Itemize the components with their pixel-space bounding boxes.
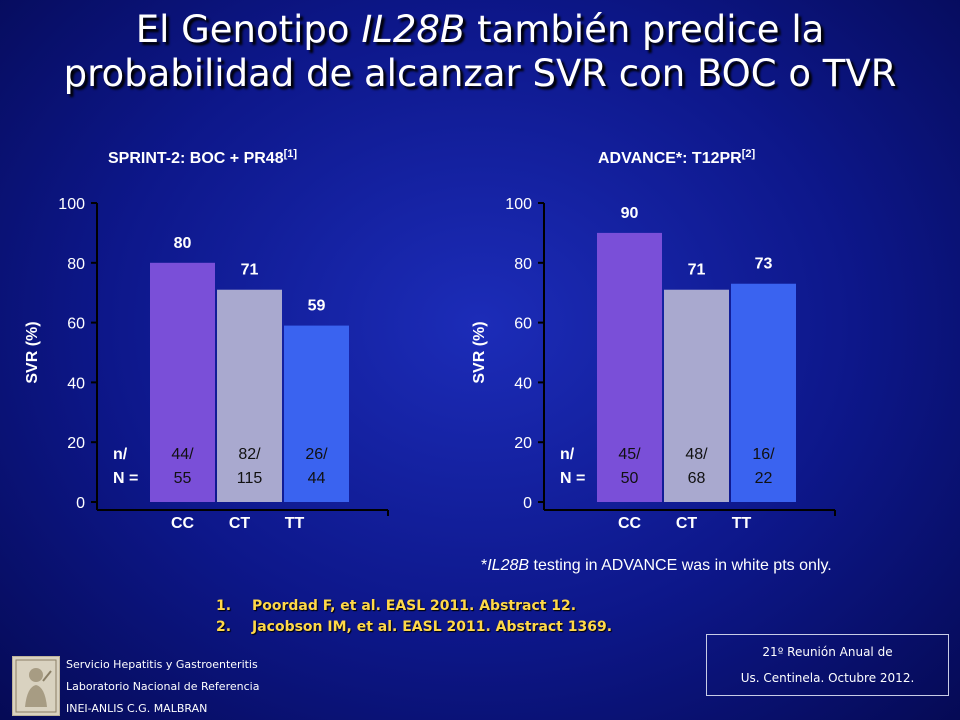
- bar-value-label: 80: [174, 235, 192, 252]
- bar-n-denominator: 22: [755, 470, 773, 487]
- bar-n-numerator: 26/: [305, 446, 328, 463]
- footnote-gene: IL28B: [487, 557, 530, 574]
- bar-n-denominator: 44: [308, 470, 326, 487]
- y-tick-label: 20: [514, 435, 532, 452]
- reference-item: 2. Jacobson IM, et al. EASL 2011. Abstrac…: [216, 617, 612, 638]
- bar-tt: [731, 283, 796, 502]
- reference-item: 1. Poordad F, et al. EASL 2011. Abstract …: [216, 596, 612, 617]
- reference-number: 2.: [216, 619, 232, 635]
- y-tick-label: 0: [76, 495, 85, 512]
- bar-n-denominator: 68: [688, 470, 706, 487]
- reference-number: 1.: [216, 598, 232, 614]
- reference-text: Poordad F, et al. EASL 2011. Abstract 12…: [252, 598, 577, 614]
- title-gene-name: IL28B: [361, 8, 466, 51]
- n-row-label: N =: [113, 470, 138, 487]
- bar-n-numerator: 16/: [752, 446, 775, 463]
- x-tick-label: CC: [618, 515, 642, 532]
- bar-value-label: 71: [241, 262, 259, 279]
- x-tick-label: CC: [171, 515, 195, 532]
- bar-n-numerator: 82/: [238, 446, 261, 463]
- institution-line: Laboratorio Nacional de Referencia: [66, 680, 260, 693]
- y-tick-label: 100: [58, 196, 85, 213]
- y-tick-label: 100: [505, 196, 532, 213]
- x-tick-label: CT: [676, 515, 698, 532]
- y-tick-label: 60: [514, 316, 532, 333]
- title-text-post: también predice la: [465, 8, 825, 51]
- n-row-label: N =: [560, 470, 585, 487]
- bar-n-denominator: 55: [174, 470, 192, 487]
- meeting-line: 21º Reunión Anual de: [762, 645, 893, 659]
- x-tick-label: CT: [229, 515, 251, 532]
- bar-n-numerator: 48/: [685, 446, 708, 463]
- bar-value-label: 73: [755, 256, 773, 273]
- y-axis-label: SVR (%): [471, 321, 488, 383]
- title-line-1: El Genotipo IL28B también predice la: [136, 8, 825, 51]
- footnote: *IL28B testing in ADVANCE was in white p…: [481, 557, 832, 575]
- bar-n-denominator: 115: [237, 470, 263, 487]
- y-tick-label: 40: [67, 375, 85, 392]
- meeting-line: Us. Centinela. Octubre 2012.: [740, 671, 915, 685]
- reference-text: Jacobson IM, et al. EASL 2011. Abstract …: [252, 619, 613, 635]
- chart-title: ADVANCE*: T12PR[2]: [598, 148, 756, 167]
- slide-title: El Genotipo IL28B también predice la pro…: [0, 8, 960, 96]
- x-tick-label: TT: [732, 515, 752, 532]
- y-tick-label: 80: [514, 256, 532, 273]
- footnote-text: testing in ADVANCE was in white pts only…: [529, 557, 832, 574]
- title-text-pre: El Genotipo: [135, 8, 362, 51]
- chart-title-ref: [1]: [284, 148, 298, 160]
- bar-ct: [664, 289, 729, 502]
- institution-line: INEI-ANLIS C.G. MALBRAN: [66, 702, 208, 715]
- bar-ct: [217, 289, 282, 502]
- chart-title-ref: [2]: [742, 148, 756, 160]
- y-axis-label: SVR (%): [24, 321, 41, 383]
- bar-n-denominator: 50: [621, 470, 639, 487]
- bar-value-label: 90: [621, 205, 639, 222]
- n-row-label: n/: [560, 446, 575, 463]
- bar-cc: [150, 262, 215, 502]
- title-line-2: probabilidad de alcanzar SVR con BOC o T…: [63, 52, 897, 95]
- chart-title: SPRINT-2: BOC + PR48[1]: [108, 148, 297, 167]
- n-row-label: n/: [113, 446, 128, 463]
- bar-value-label: 59: [308, 298, 326, 315]
- institution-block: Servicio Hepatitis y Gastroenteritis Lab…: [66, 654, 259, 720]
- bar-n-numerator: 44/: [171, 446, 194, 463]
- y-tick-label: 40: [514, 375, 532, 392]
- bar-n-numerator: 45/: [618, 446, 641, 463]
- institution-line: Servicio Hepatitis y Gastroenteritis: [66, 658, 258, 671]
- meeting-box: 21º Reunión Anual de Us. Centinela. Octu…: [706, 634, 949, 696]
- institution-logo: [12, 656, 60, 716]
- y-tick-label: 60: [67, 316, 85, 333]
- y-tick-label: 0: [523, 495, 532, 512]
- reference-list: 1. Poordad F, et al. EASL 2011. Abstract …: [216, 596, 612, 638]
- y-tick-label: 80: [67, 256, 85, 273]
- bar-cc: [597, 232, 662, 502]
- y-tick-label: 20: [67, 435, 85, 452]
- footnote-star: *: [481, 557, 488, 574]
- bar-value-label: 71: [688, 262, 706, 279]
- x-tick-label: TT: [285, 515, 305, 532]
- bar-tt: [284, 325, 349, 502]
